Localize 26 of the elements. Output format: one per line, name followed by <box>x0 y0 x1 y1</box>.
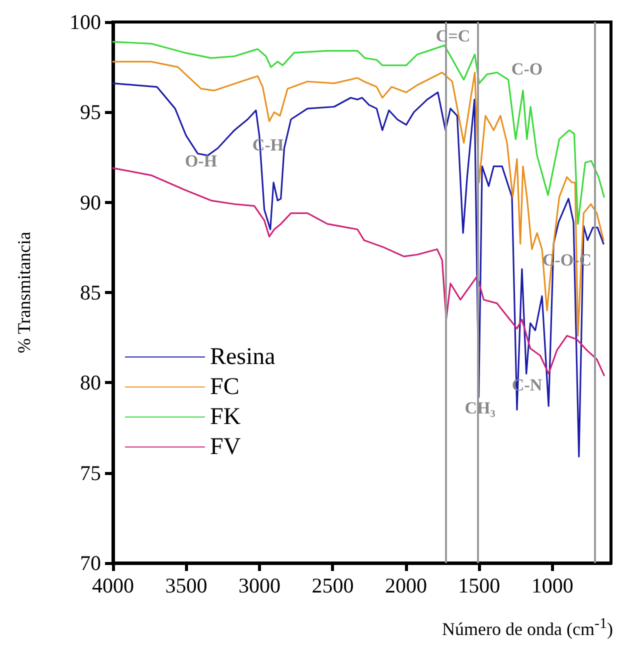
x-tick-label: 2000 <box>384 574 427 598</box>
legend-label: FK <box>210 404 242 430</box>
line-series <box>112 82 604 458</box>
x-tick-label: 1500 <box>458 574 500 598</box>
y-axis-title: % Transmitancia <box>14 232 34 354</box>
y-tick-label: 95 <box>80 100 101 124</box>
line-series <box>112 60 604 337</box>
y-tick-label: 85 <box>80 280 101 304</box>
x-tick-label: 2500 <box>312 574 354 598</box>
y-tick-label: 80 <box>80 370 101 395</box>
y-tick-label: 90 <box>80 190 101 214</box>
annotation: O-H <box>184 152 218 170</box>
line-series <box>112 41 605 225</box>
x-tick-label: 3500 <box>165 574 208 598</box>
x-tick-label: 3000 <box>238 574 280 598</box>
legend-label: FC <box>210 374 240 400</box>
line-series <box>112 167 605 376</box>
legend-label: FV <box>210 434 242 460</box>
x-tick-label: 1000 <box>531 574 574 598</box>
x-tick-label: 4000 <box>92 574 134 598</box>
x-axis-title: Número de onda (cm$^{-1}$) <box>442 616 613 640</box>
y-tick-label: 100 <box>70 10 101 34</box>
y-tick-label: 70 <box>80 551 101 575</box>
y-tick-label: 75 <box>80 460 101 485</box>
annotation: C-O <box>511 60 543 78</box>
legend-label: Resina <box>210 344 276 370</box>
